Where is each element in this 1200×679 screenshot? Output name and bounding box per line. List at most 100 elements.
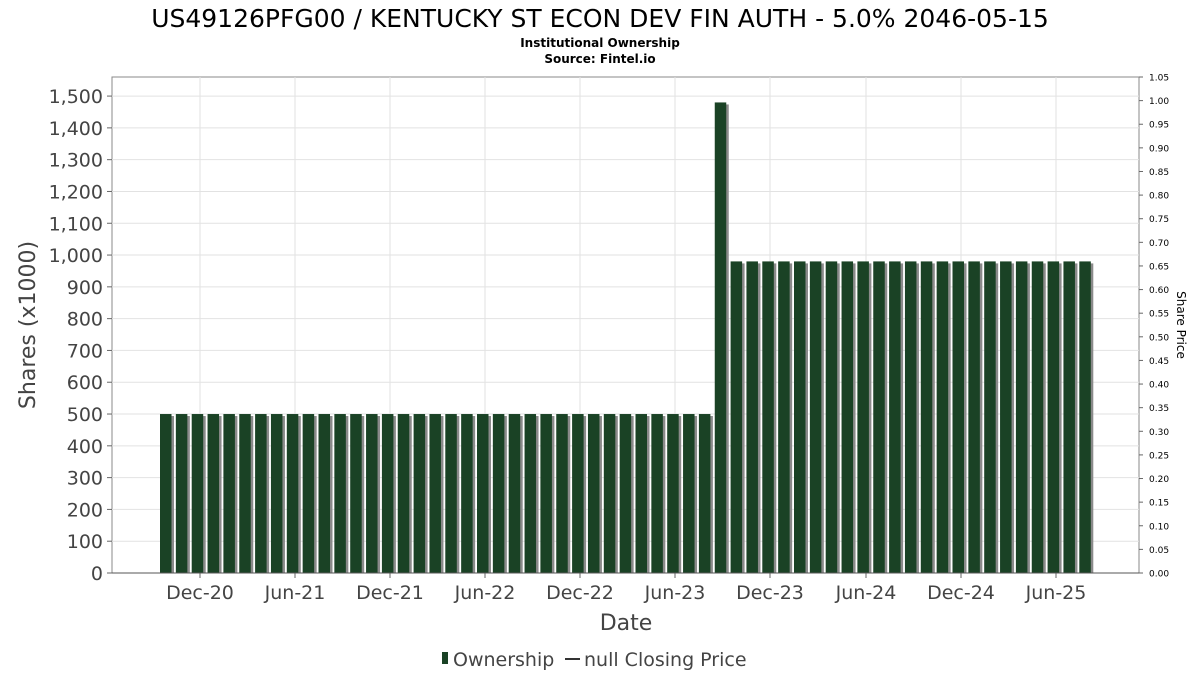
ownership-bar (873, 261, 885, 573)
x-tick-label: Dec-21 (356, 582, 424, 604)
ownership-bar (572, 414, 584, 573)
x-axis-label: Date (600, 611, 653, 636)
y-tick-label: 1,100 (49, 213, 103, 235)
y-tick-label: 1,400 (49, 118, 103, 140)
y2-tick-label: 0.85 (1149, 168, 1169, 178)
y2-axis-ticks: 0.00 0.05 0.10 0.15 0.20 0.25 0.30 0.35 0.40 0.45… (1139, 74, 1169, 580)
ownership-bar (1079, 261, 1091, 573)
ownership-bar (1015, 261, 1028, 573)
ownership-bar (461, 414, 473, 573)
ownership-bar (619, 414, 632, 573)
chart-title: US49126PFG00 / KENTUCKY ST ECON DEV FIN … (151, 4, 1049, 33)
bars (160, 102, 1094, 573)
x-axis-ticks: Dec-20 Jun-21 Dec-21 Jun-22 Dec-22 Jun-23 Dec-… (112, 572, 1139, 604)
ownership-bar (968, 261, 980, 573)
ownership-bar (984, 261, 996, 573)
x-tick-label: Jun-25 (1025, 582, 1087, 604)
legend-price-label: null Closing Price (584, 649, 747, 671)
y-tick-label: 300 (67, 468, 103, 490)
legend: Ownership null Closing Price (442, 649, 747, 671)
x-tick-label: Jun-22 (454, 582, 516, 604)
y2-tick-label: 0.45 (1149, 357, 1169, 367)
y2-tick-label: 0.95 (1149, 121, 1169, 131)
ownership-bar (714, 102, 727, 573)
ownership-bar (302, 414, 315, 573)
ownership-bar (239, 414, 251, 573)
y-axis-label: Shares (x1000) (16, 241, 41, 409)
ownership-bar (889, 261, 901, 573)
y-tick-label: 1,200 (49, 181, 103, 203)
y-tick-label: 400 (67, 436, 103, 458)
ownership-bar (477, 414, 489, 573)
ownership-bar (223, 414, 235, 573)
y-tick-label: 1,500 (49, 86, 103, 108)
y2-tick-label: 0.55 (1149, 310, 1169, 320)
x-tick-label: Dec-20 (166, 582, 234, 604)
ownership-bar (492, 414, 505, 573)
chart-source: Source: Fintel.io (544, 52, 655, 66)
ownership-bar (635, 414, 647, 573)
ownership-bar (651, 414, 663, 573)
y2-tick-label: 0.00 (1149, 570, 1169, 580)
ownership-bar (286, 414, 299, 573)
y-tick-label: 600 (67, 372, 103, 394)
y-tick-label: 800 (67, 309, 103, 331)
ownership-bar (334, 414, 346, 573)
ownership-bar (857, 261, 869, 573)
y-tick-label: 100 (67, 531, 103, 553)
x-tick-label: Jun-24 (835, 582, 897, 604)
y-tick-label: 0 (91, 563, 103, 585)
ownership-bar (445, 414, 457, 573)
ownership-bar (778, 261, 790, 573)
ownership-bar (413, 414, 426, 573)
ownership-bar (683, 414, 695, 573)
y-tick-label: 1,000 (49, 245, 103, 267)
ownership-bar (556, 414, 568, 573)
ownership-bar (1000, 261, 1012, 573)
ownership-bar (904, 261, 917, 573)
y-tick-label: 700 (67, 340, 103, 362)
y2-tick-label: 0.05 (1149, 546, 1169, 556)
y2-tick-label: 0.75 (1149, 215, 1169, 225)
y2-tick-label: 0.60 (1149, 286, 1169, 296)
ownership-bar (191, 414, 204, 573)
ownership-bar (667, 414, 679, 573)
x-tick-label: Jun-23 (644, 582, 706, 604)
ownership-bar (350, 414, 362, 573)
x-tick-label: Dec-24 (927, 582, 995, 604)
ownership-bar (794, 261, 806, 573)
ownership-bar (952, 261, 964, 573)
ownership-bar (540, 414, 552, 573)
y-tick-label: 1,300 (49, 150, 103, 172)
legend-ownership-marker (442, 652, 448, 664)
ownership-bar (381, 414, 394, 573)
y2-tick-label: 1.05 (1149, 74, 1169, 84)
ownership-bar (429, 414, 441, 573)
ownership-bar (1063, 261, 1075, 573)
ownership-bar (508, 414, 521, 573)
ownership-bar (730, 261, 743, 573)
legend-ownership-label: Ownership (453, 649, 554, 671)
y2-tick-label: 0.30 (1149, 428, 1169, 438)
y2-tick-label: 0.20 (1149, 475, 1169, 485)
ownership-bar (762, 261, 774, 573)
ownership-bar (160, 414, 172, 573)
chart-subtitle: Institutional Ownership (520, 36, 680, 50)
y2-tick-label: 0.10 (1149, 522, 1169, 532)
ownership-bar (825, 261, 838, 573)
x-tick-label: Dec-23 (736, 582, 804, 604)
y2-axis-label: Share Price (1174, 291, 1188, 359)
ownership-bar (841, 261, 854, 573)
ownership-bar (936, 261, 949, 573)
ownership-bar (603, 414, 616, 573)
ownership-bar (587, 414, 600, 573)
y2-tick-label: 0.50 (1149, 333, 1169, 343)
ownership-bar (255, 414, 267, 573)
y2-tick-label: 0.35 (1149, 404, 1169, 414)
y2-tick-label: 0.15 (1149, 499, 1169, 509)
ownership-bar (397, 414, 410, 573)
x-tick-label: Dec-22 (546, 582, 614, 604)
ownership-bar (175, 414, 188, 573)
